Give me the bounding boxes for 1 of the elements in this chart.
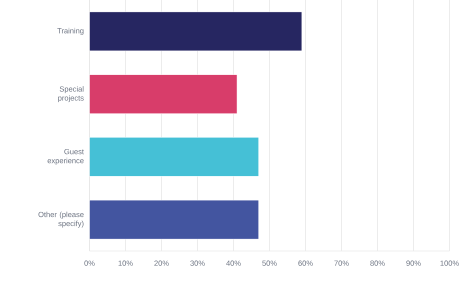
bar (90, 74, 238, 114)
